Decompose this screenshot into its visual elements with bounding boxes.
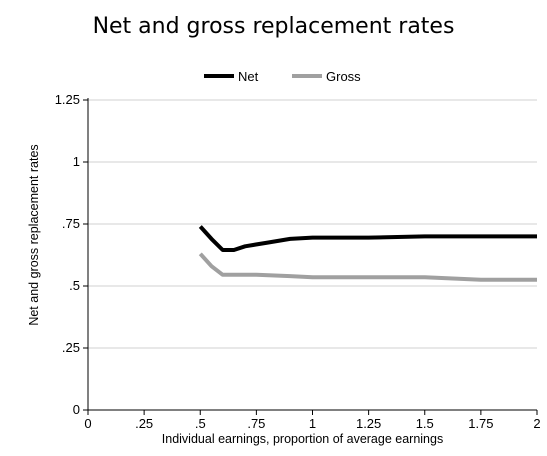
x-axis-title: Individual earnings, proportion of avera… bbox=[162, 432, 443, 446]
x-tick-label-8: 2 bbox=[533, 416, 540, 431]
y-tick-label-1: .25 bbox=[62, 340, 80, 355]
y-tick-label-5: 1.25 bbox=[55, 92, 80, 107]
x-tick-label-2: .5 bbox=[195, 416, 206, 431]
series-line-gross bbox=[198, 252, 537, 282]
y-tick-label-2: .5 bbox=[69, 278, 80, 293]
legend-label-gross: Gross bbox=[326, 69, 361, 84]
y-tick-label-3: .75 bbox=[62, 216, 80, 231]
x-tick-label-7: 1.75 bbox=[468, 416, 493, 431]
y-axis-title: Net and gross replacement rates bbox=[27, 144, 41, 325]
chart-title: Net and gross replacement rates bbox=[92, 14, 455, 39]
x-tick-label-1: .25 bbox=[135, 416, 153, 431]
x-tick-label-5: 1.25 bbox=[356, 416, 381, 431]
x-tick-label-6: 1.5 bbox=[416, 416, 434, 431]
x-tick-label-4: 1 bbox=[309, 416, 316, 431]
y-tick-label-4: 1 bbox=[73, 154, 80, 169]
legend-label-net: Net bbox=[238, 69, 259, 84]
x-tick-label-3: .75 bbox=[247, 416, 265, 431]
x-tick-label-0: 0 bbox=[84, 416, 91, 431]
y-tick-label-0: 0 bbox=[73, 402, 80, 417]
series-line-net bbox=[198, 225, 537, 252]
